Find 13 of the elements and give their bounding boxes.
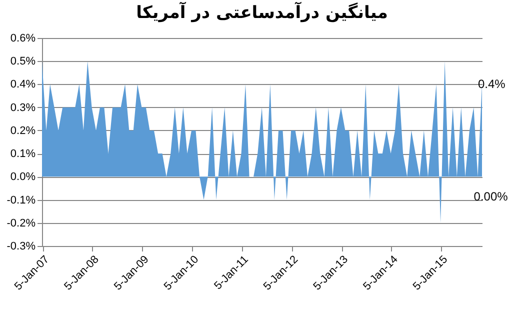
y-tick-label: 0.5% [10,56,36,68]
y-tick-label: 0.3% [10,102,36,114]
y-tick-label: 0.2% [10,124,36,137]
y-tick-label: -0.2% [6,217,36,230]
chart-title: میانگین درآمدساعتی در آمریکا [136,1,388,23]
y-tick-label: 0.1% [10,148,36,160]
y-tick-label: -0.1% [6,194,36,206]
y-tick-label: 0.6% [10,32,36,44]
annotation: 0.00% [474,190,508,204]
annotation: 0.4% [478,77,506,92]
y-tick-label: 0.4% [10,78,36,91]
y-tick-label: -0.3% [6,240,36,252]
y-tick-label: 0.0% [10,171,36,184]
